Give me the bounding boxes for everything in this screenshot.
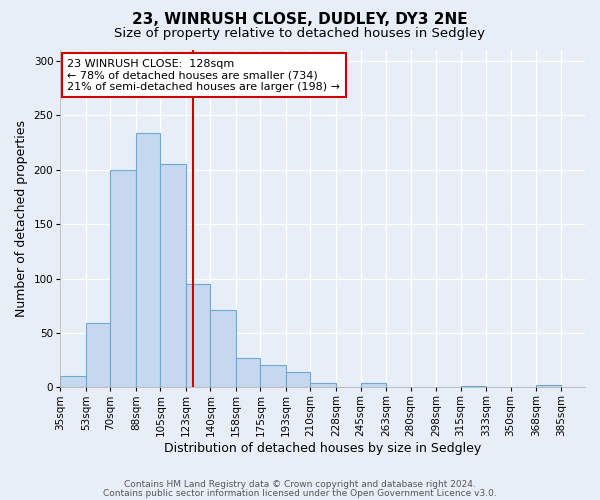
- Bar: [110, 170, 136, 388]
- Y-axis label: Number of detached properties: Number of detached properties: [15, 120, 28, 317]
- Bar: [310, 383, 336, 388]
- Bar: [286, 372, 310, 388]
- Bar: [136, 132, 160, 388]
- Text: Contains public sector information licensed under the Open Government Licence v3: Contains public sector information licen…: [103, 488, 497, 498]
- Text: Size of property relative to detached houses in Sedgley: Size of property relative to detached ho…: [115, 28, 485, 40]
- Bar: [536, 385, 560, 388]
- Text: 23 WINRUSH CLOSE:  128sqm
← 78% of detached houses are smaller (734)
21% of semi: 23 WINRUSH CLOSE: 128sqm ← 78% of detach…: [67, 58, 340, 92]
- Text: 23, WINRUSH CLOSE, DUDLEY, DY3 2NE: 23, WINRUSH CLOSE, DUDLEY, DY3 2NE: [132, 12, 468, 28]
- Bar: [60, 376, 86, 388]
- Bar: [236, 358, 260, 388]
- Bar: [186, 284, 211, 388]
- X-axis label: Distribution of detached houses by size in Sedgley: Distribution of detached houses by size …: [164, 442, 481, 455]
- Bar: [160, 164, 186, 388]
- Bar: [260, 364, 286, 388]
- Bar: [361, 383, 386, 388]
- Text: Contains HM Land Registry data © Crown copyright and database right 2024.: Contains HM Land Registry data © Crown c…: [124, 480, 476, 489]
- Bar: [461, 386, 487, 388]
- Bar: [211, 310, 236, 388]
- Bar: [86, 323, 110, 388]
